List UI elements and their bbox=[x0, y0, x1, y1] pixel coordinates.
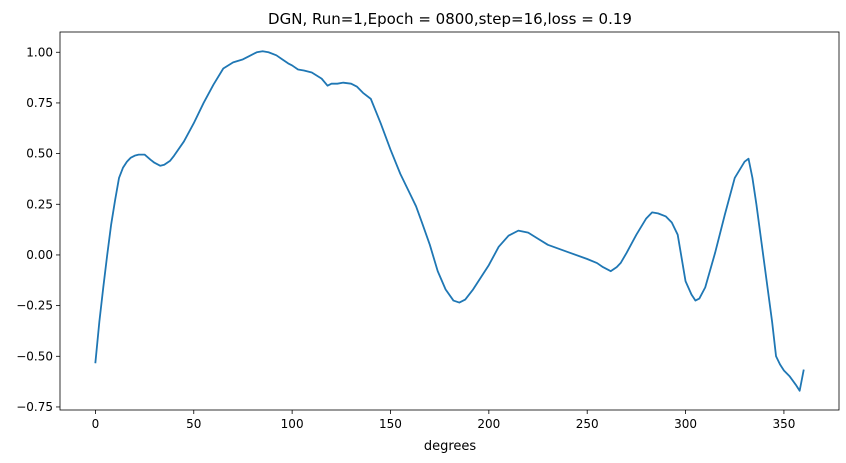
x-tick-label: 200 bbox=[477, 417, 500, 431]
chart-title: DGN, Run=1,Epoch = 0800,step=16,loss = 0… bbox=[268, 10, 632, 28]
y-tick-label: 0.25 bbox=[26, 197, 53, 211]
y-tick-label: −0.25 bbox=[16, 299, 53, 313]
x-axis-label: degrees bbox=[424, 439, 477, 454]
x-tick-label: 250 bbox=[576, 417, 599, 431]
y-tick-label: −0.75 bbox=[16, 400, 53, 414]
y-tick-label: 1.00 bbox=[26, 45, 53, 59]
x-tick-label: 50 bbox=[186, 417, 201, 431]
y-tick-label: 0.50 bbox=[26, 147, 53, 161]
x-tick-label: 100 bbox=[281, 417, 304, 431]
x-tick-label: 300 bbox=[674, 417, 697, 431]
x-tick-label: 0 bbox=[92, 417, 100, 431]
axes-frame bbox=[59, 31, 840, 411]
y-tick-label: 0.00 bbox=[26, 248, 53, 262]
y-tick-label: 0.75 bbox=[26, 96, 53, 110]
y-tick-label: −0.50 bbox=[16, 349, 53, 363]
x-tick-label: 150 bbox=[379, 417, 402, 431]
x-tick-label: 350 bbox=[772, 417, 795, 431]
plot-area: 0 50 100 150 200 250 300 350 −0.75 −0.50 −0.25 0.00… bbox=[16, 31, 840, 431]
series-line-0 bbox=[94, 50, 805, 392]
